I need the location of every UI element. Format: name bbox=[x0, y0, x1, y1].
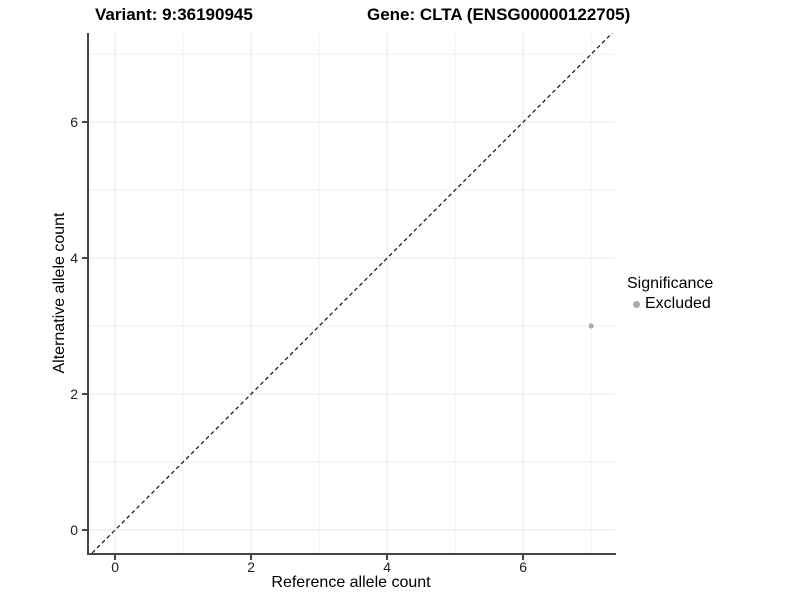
x-axis-line bbox=[87, 553, 616, 555]
x-tick-label: 0 bbox=[111, 559, 120, 575]
plot-title-gene: Gene: CLTA (ENSG00000122705) bbox=[367, 5, 631, 24]
y-tick-mark bbox=[82, 121, 87, 124]
legend-title: Significance bbox=[627, 275, 714, 292]
legend-item-label: Excluded bbox=[645, 295, 711, 312]
y-tick-mark bbox=[82, 528, 87, 531]
x-tick-label: 2 bbox=[247, 559, 256, 575]
x-axis-title: Reference allele count bbox=[271, 574, 431, 591]
legend: Significance Excluded bbox=[627, 274, 713, 314]
x-tick-label: 6 bbox=[519, 559, 528, 575]
x-tick-mark bbox=[114, 555, 117, 560]
plot-canvas bbox=[88, 33, 615, 553]
identity-line bbox=[91, 33, 613, 553]
plot-title-variant: Variant: 9:36190945 bbox=[95, 5, 253, 24]
y-tick-label: 0 bbox=[70, 521, 78, 538]
y-axis-line bbox=[87, 33, 89, 554]
x-tick-mark bbox=[386, 555, 389, 560]
legend-item-excluded: Excluded bbox=[627, 294, 713, 314]
y-axis-title: Alternative allele count bbox=[51, 212, 68, 374]
x-tick-mark bbox=[250, 555, 253, 560]
y-tick-label: 4 bbox=[70, 249, 78, 266]
x-tick-label: 4 bbox=[383, 559, 392, 575]
y-tick-mark bbox=[82, 256, 87, 259]
plot-panel bbox=[88, 33, 615, 553]
y-tick-mark bbox=[82, 392, 87, 395]
y-tick-label: 6 bbox=[70, 114, 78, 131]
data-point-excluded bbox=[588, 323, 594, 329]
x-tick-mark bbox=[522, 555, 525, 560]
legend-key-dot-icon bbox=[633, 300, 640, 308]
y-tick-label: 2 bbox=[70, 385, 78, 402]
